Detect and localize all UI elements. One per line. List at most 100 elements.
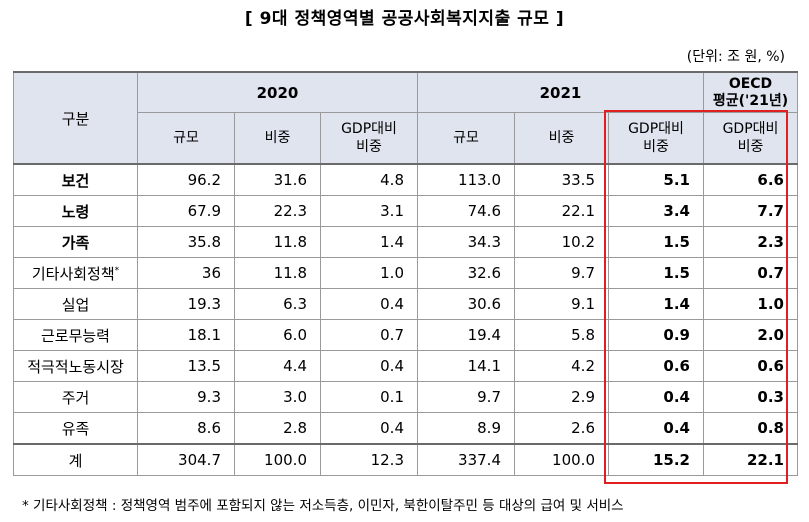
cell-oecd-gdp: 22.1: [703, 443, 798, 476]
cell-v2020-scale: 18.1: [137, 319, 235, 351]
cell-v2020-share: 22.3: [234, 195, 321, 227]
cell-v2020-gdp: 3.1: [320, 195, 418, 227]
cell-v2021-gdp: 1.5: [608, 226, 704, 258]
cell-v2020-scale: 35.8: [137, 226, 235, 258]
cell-v2021-scale: 8.9: [417, 412, 515, 445]
cell-v2021-share: 100.0: [514, 443, 609, 476]
cell-v2020-share: 100.0: [234, 443, 321, 476]
cell-v2021-scale: 19.4: [417, 319, 515, 351]
cell-v2021-share: 4.2: [514, 350, 609, 382]
cell-v2020-scale: 9.3: [137, 381, 235, 413]
cell-v2020-share: 11.8: [234, 257, 321, 289]
table-row: 보건 96.2 31.6 4.8 113.0 33.5 5.1 6.6: [13, 163, 798, 196]
cell-v2021-share: 2.9: [514, 381, 609, 413]
table-row: 계 304.7 100.0 12.3 337.4 100.0 15.2 22.1: [13, 443, 798, 476]
row-label: 가족: [13, 226, 138, 258]
row-label-text: 기타사회정책: [31, 264, 115, 283]
row-label-text: 유족: [61, 419, 90, 438]
header-year-2020: 2020: [137, 71, 418, 113]
row-label-text: 실업: [61, 295, 90, 314]
cell-v2021-gdp: 5.1: [608, 163, 704, 196]
cell-v2021-gdp: 0.4: [608, 381, 704, 413]
table-row: 근로무능력 18.1 6.0 0.7 19.4 5.8 0.9 2.0: [13, 319, 798, 351]
cell-v2021-gdp: 1.5: [608, 257, 704, 289]
cell-v2020-scale: 13.5: [137, 350, 235, 382]
row-label-text: 가족: [61, 233, 90, 252]
welfare-expenditure-table: 구분 2020 2021 OECD 평균('21년) 규모 비중 GDP대비 비…: [13, 71, 798, 476]
gdp-label-line1: GDP대비: [628, 121, 684, 137]
cell-v2020-share: 31.6: [234, 163, 321, 196]
cell-v2020-share: 3.0: [234, 381, 321, 413]
cell-v2020-scale: 304.7: [137, 443, 235, 476]
row-label-text: 계: [68, 451, 83, 470]
cell-v2020-gdp: 0.4: [320, 412, 418, 445]
header-oecd-line1: OECD: [728, 75, 773, 92]
cell-v2020-scale: 8.6: [137, 412, 235, 445]
gdp-label-line2: 비중: [356, 139, 382, 155]
cell-v2021-share: 9.1: [514, 288, 609, 320]
cell-oecd-gdp: 2.3: [703, 226, 798, 258]
cell-v2021-scale: 9.7: [417, 381, 515, 413]
table-row: 적극적노동시장 13.5 4.4 0.4 14.1 4.2 0.6 0.6: [13, 350, 798, 382]
cell-v2021-share: 5.8: [514, 319, 609, 351]
table-row: 노령 67.9 22.3 3.1 74.6 22.1 3.4 7.7: [13, 195, 798, 227]
row-label: 주거: [13, 381, 138, 413]
cell-oecd-gdp: 0.7: [703, 257, 798, 289]
header-2020-scale: 규모: [137, 112, 235, 165]
cell-v2021-scale: 32.6: [417, 257, 515, 289]
row-label-text: 주거: [61, 388, 90, 407]
row-label: 근로무능력: [13, 319, 138, 351]
header-oecd-line2: 평균('21년): [712, 92, 789, 109]
header-oecd-gdp: GDP대비 비중: [703, 112, 798, 165]
table-row: 기타사회정책* 36 11.8 1.0 32.6 9.7 1.5 0.7: [13, 257, 798, 289]
cell-oecd-gdp: 6.6: [703, 163, 798, 196]
footnote: * 기타사회정책 : 정책영역 범주에 포함되지 않는 저소득층, 이민자, 북…: [22, 498, 624, 514]
cell-v2021-scale: 14.1: [417, 350, 515, 382]
row-label: 보건: [13, 163, 138, 196]
header-oecd: OECD 평균('21년): [703, 71, 798, 113]
cell-v2020-scale: 19.3: [137, 288, 235, 320]
cell-oecd-gdp: 1.0: [703, 288, 798, 320]
row-label: 계: [13, 443, 138, 476]
cell-v2020-share: 4.4: [234, 350, 321, 382]
row-label: 유족: [13, 412, 138, 445]
cell-v2020-gdp: 0.7: [320, 319, 418, 351]
row-label-text: 보건: [61, 171, 90, 190]
cell-v2021-share: 10.2: [514, 226, 609, 258]
header-2021-gdp: GDP대비 비중: [608, 112, 704, 165]
cell-v2020-gdp: 4.8: [320, 163, 418, 196]
table-row: 가족 35.8 11.8 1.4 34.3 10.2 1.5 2.3: [13, 226, 798, 258]
cell-v2021-gdp: 0.9: [608, 319, 704, 351]
row-label: 적극적노동시장: [13, 350, 138, 382]
header-2021-share: 비중: [514, 112, 609, 165]
row-label-text: 적극적노동시장: [27, 357, 124, 376]
unit-note: (단위: 조 원, %): [686, 49, 785, 65]
cell-v2021-share: 2.6: [514, 412, 609, 445]
cell-v2020-scale: 96.2: [137, 163, 235, 196]
table-row: 실업 19.3 6.3 0.4 30.6 9.1 1.4 1.0: [13, 288, 798, 320]
row-label-text: 노령: [61, 202, 90, 221]
cell-v2021-gdp: 15.2: [608, 443, 704, 476]
cell-v2020-gdp: 0.4: [320, 350, 418, 382]
cell-v2020-share: 6.0: [234, 319, 321, 351]
cell-v2020-gdp: 0.4: [320, 288, 418, 320]
cell-v2021-scale: 337.4: [417, 443, 515, 476]
cell-v2020-scale: 67.9: [137, 195, 235, 227]
gdp-label-line2: 비중: [737, 139, 764, 155]
cell-oecd-gdp: 0.6: [703, 350, 798, 382]
header-2021-scale: 규모: [417, 112, 515, 165]
cell-v2020-gdp: 0.1: [320, 381, 418, 413]
row-label: 노령: [13, 195, 138, 227]
cell-v2021-share: 33.5: [514, 163, 609, 196]
header-2020-share: 비중: [234, 112, 321, 165]
cell-v2020-gdp: 1.0: [320, 257, 418, 289]
header-year-2021: 2021: [417, 71, 704, 113]
cell-v2021-share: 9.7: [514, 257, 609, 289]
cell-v2021-gdp: 0.6: [608, 350, 704, 382]
table-title: [ 9대 정책영역별 공공사회복지지출 규모 ]: [244, 9, 565, 29]
cell-v2021-gdp: 0.4: [608, 412, 704, 445]
cell-v2021-scale: 34.3: [417, 226, 515, 258]
header-2020-gdp: GDP대비 비중: [320, 112, 418, 165]
cell-v2020-share: 11.8: [234, 226, 321, 258]
gdp-label-line1: GDP대비: [341, 121, 397, 137]
